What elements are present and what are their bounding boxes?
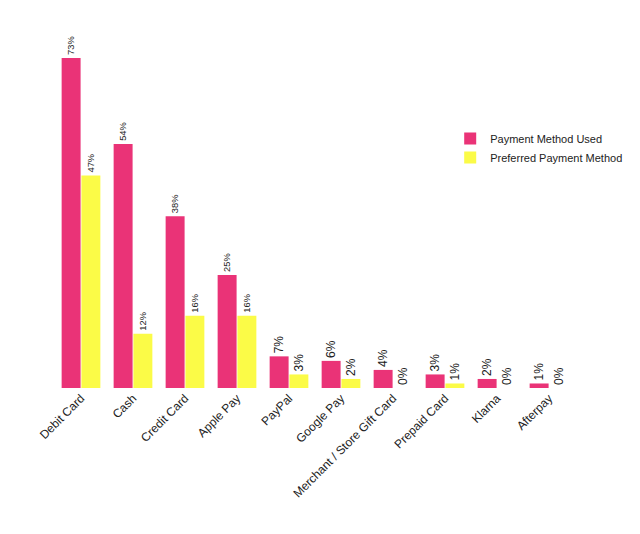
svg-text:Merchant / Store Gift Card: Merchant / Store Gift Card [290, 391, 399, 500]
svg-text:1%: 1% [448, 363, 462, 381]
svg-text:PayPal: PayPal [259, 391, 296, 428]
svg-text:47%: 47% [86, 154, 96, 173]
svg-text:6%: 6% [324, 340, 338, 358]
svg-text:Credit Card: Credit Card [138, 391, 191, 444]
svg-text:7%: 7% [272, 336, 286, 354]
svg-text:Cash: Cash [110, 391, 140, 421]
svg-text:2%: 2% [480, 358, 494, 376]
svg-text:16%: 16% [190, 294, 200, 313]
svg-text:Apple Pay: Apple Pay [195, 391, 244, 440]
svg-text:2%: 2% [344, 358, 358, 376]
svg-text:0%: 0% [396, 367, 410, 385]
svg-text:0%: 0% [552, 367, 566, 385]
svg-text:73%: 73% [66, 36, 76, 55]
svg-text:Klarna: Klarna [469, 391, 504, 426]
svg-text:Prepaid Card: Prepaid Card [391, 391, 451, 451]
svg-text:12%: 12% [138, 312, 148, 331]
svg-text:Debit Card: Debit Card [37, 391, 87, 441]
svg-text:Payment Method Used: Payment Method Used [490, 133, 602, 145]
svg-text:4%: 4% [376, 349, 390, 367]
svg-text:Preferred Payment Method: Preferred Payment Method [490, 152, 622, 164]
svg-text:16%: 16% [242, 294, 252, 313]
svg-text:0%: 0% [500, 367, 514, 385]
svg-text:25%: 25% [222, 253, 232, 272]
svg-text:Afterpay: Afterpay [514, 391, 556, 433]
svg-text:3%: 3% [292, 354, 306, 372]
svg-text:3%: 3% [428, 354, 442, 372]
svg-text:54%: 54% [118, 122, 128, 141]
svg-text:38%: 38% [170, 195, 180, 214]
svg-text:1%: 1% [532, 363, 546, 381]
svg-text:Google Pay: Google Pay [293, 391, 347, 445]
